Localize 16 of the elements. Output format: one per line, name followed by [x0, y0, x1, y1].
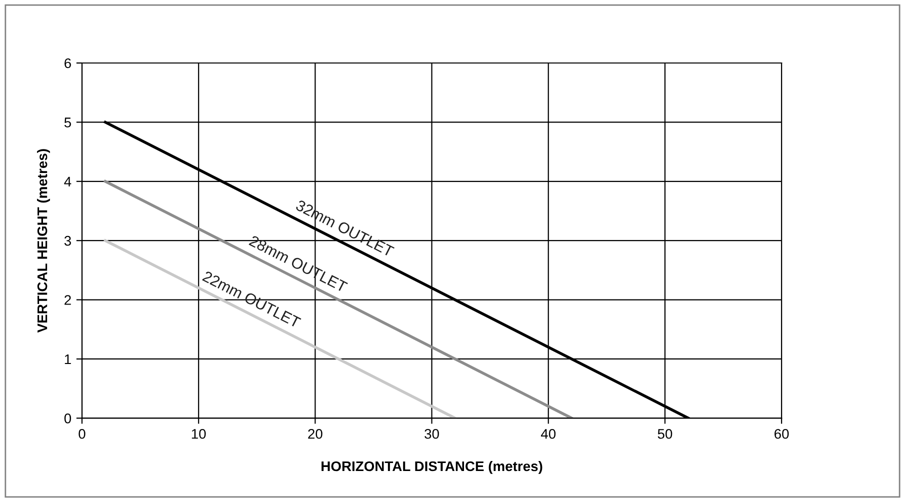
y-tick-label: 4: [64, 176, 72, 186]
y-tick-label: 2: [64, 295, 71, 305]
y-tick-label: 1: [64, 354, 71, 364]
y-tick-label: 6: [64, 58, 71, 68]
y-axis-title: VERTICAL HEIGHT (metres): [37, 149, 50, 333]
x-tick-label: 40: [540, 428, 556, 439]
y-tick-label: 0: [64, 414, 72, 424]
x-axis-title: HORIZONTAL DISTANCE (metres): [322, 460, 542, 474]
x-tick-label: 20: [308, 428, 322, 439]
x-tick-label: 30: [424, 428, 439, 439]
x-tick-label: 50: [658, 428, 672, 439]
x-tick-label: 10: [192, 428, 206, 439]
x-tick-label: 60: [774, 428, 789, 439]
y-tick-label: 3: [64, 236, 71, 246]
x-tick-label: 0: [78, 428, 86, 439]
y-tick-label: 5: [64, 118, 71, 128]
